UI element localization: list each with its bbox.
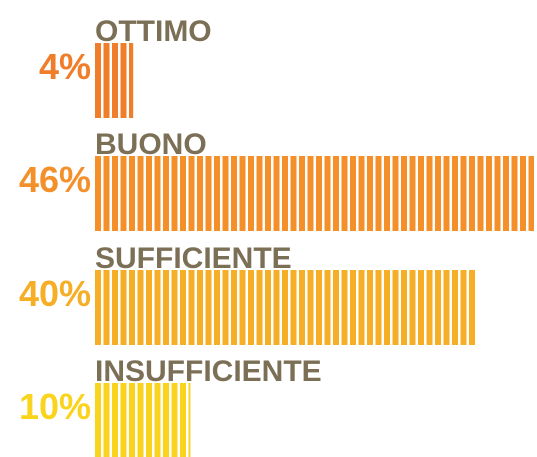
category-label: INSUFFICIENTE — [95, 355, 322, 388]
value-label: 40% — [19, 273, 91, 314]
bar — [95, 156, 534, 231]
value-label: 4% — [39, 46, 91, 87]
category-label: OTTIMO — [95, 15, 212, 48]
value-label: 46% — [19, 159, 91, 200]
bar — [95, 270, 477, 345]
bar — [95, 43, 133, 118]
bar — [95, 383, 190, 457]
chart: OTTIMO4% BUONO46% SUFFICIENTE40% INSUFFICIE… — [0, 0, 537, 457]
category-label: SUFFICIENTE — [95, 242, 292, 275]
value-label: 10% — [19, 386, 91, 427]
category-label: BUONO — [95, 128, 207, 161]
